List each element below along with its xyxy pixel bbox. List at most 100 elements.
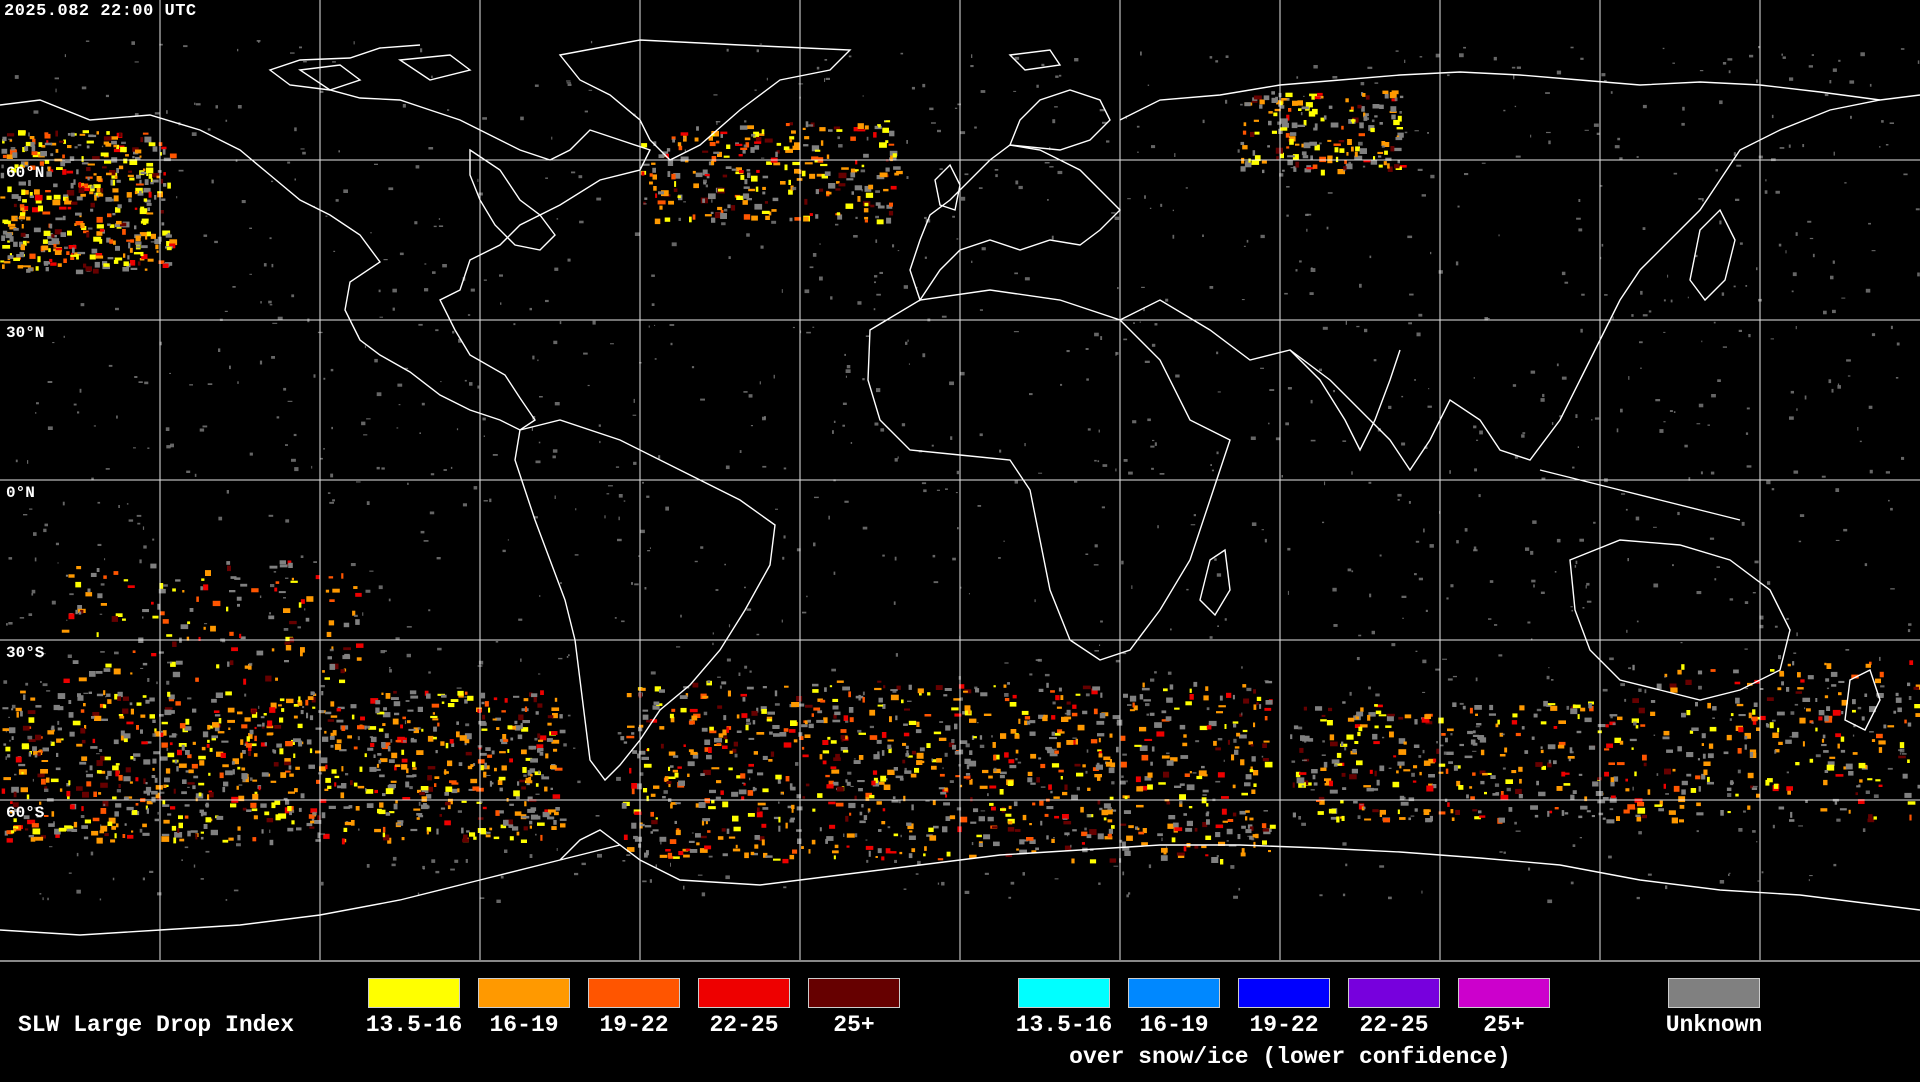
unknown-pixel <box>847 772 851 775</box>
unknown-pixel <box>895 557 897 561</box>
unknown-pixel <box>1018 762 1021 764</box>
unknown-pixel <box>483 418 486 421</box>
cloud-pixel <box>918 688 924 693</box>
unknown-pixel <box>43 529 46 532</box>
unknown-pixel <box>294 127 297 131</box>
unknown-pixel <box>1175 375 1179 378</box>
cloud-pixel <box>97 131 100 134</box>
cloud-pixel <box>797 839 801 845</box>
unknown-pixel <box>1849 80 1854 83</box>
cloud-pixel <box>801 724 808 727</box>
cloud-pixel <box>836 129 842 132</box>
cloud-pixel <box>869 710 875 716</box>
cloud-pixel <box>97 632 99 637</box>
cloud-pixel <box>775 690 777 696</box>
unknown-pixel <box>420 48 422 52</box>
unknown-pixel <box>1288 591 1289 595</box>
cloud-pixel <box>1349 774 1357 779</box>
cloud-pixel <box>1298 108 1302 111</box>
cloud-pixel <box>1767 697 1774 701</box>
cloud-pixel <box>1580 708 1585 712</box>
cloud-pixel <box>909 836 916 841</box>
cloud-pixel <box>172 588 176 591</box>
cloud-pixel <box>74 822 77 828</box>
cloud-pixel <box>440 814 443 817</box>
cloud-pixel <box>1330 734 1334 740</box>
unknown-pixel <box>1416 651 1418 652</box>
unknown-pixel <box>203 426 208 428</box>
cloud-pixel <box>696 842 699 845</box>
cloud-pixel <box>140 156 142 158</box>
unknown-pixel <box>1170 629 1172 631</box>
cloud-pixel <box>225 691 232 695</box>
cloud-pixel <box>1864 694 1867 698</box>
unknown-pixel <box>1720 880 1724 884</box>
cloud-pixel <box>360 717 365 721</box>
unknown-pixel <box>1374 359 1377 361</box>
unknown-pixel <box>1224 760 1225 762</box>
cloud-pixel <box>1040 764 1045 768</box>
cloud-pixel <box>432 704 439 708</box>
unknown-pixel <box>424 263 426 264</box>
cloud-pixel <box>44 815 49 817</box>
unknown-pixel <box>1610 715 1612 718</box>
cloud-pixel <box>817 710 822 713</box>
unknown-pixel <box>698 875 703 876</box>
cloud-pixel <box>718 836 724 840</box>
cloud-pixel <box>1841 750 1845 753</box>
unknown-pixel <box>250 453 253 456</box>
cloud-pixel <box>495 810 499 816</box>
cloud-pixel <box>914 768 919 773</box>
unknown-pixel <box>1479 494 1481 497</box>
unknown-pixel <box>1049 166 1053 167</box>
unknown-pixel <box>272 323 277 324</box>
cloud-pixel <box>76 254 79 259</box>
cloud-pixel <box>1686 710 1690 715</box>
cloud-pixel <box>291 820 294 824</box>
cloud-pixel <box>185 816 189 819</box>
cloud-pixel <box>1754 703 1758 708</box>
unknown-pixel <box>1311 440 1316 442</box>
cloud-pixel <box>894 767 898 771</box>
cloud-pixel <box>845 816 848 822</box>
unknown-pixel <box>931 122 936 123</box>
unknown-pixel <box>471 289 475 292</box>
cloud-pixel <box>1262 823 1266 828</box>
unknown-pixel <box>651 671 656 674</box>
cloud-pixel <box>1076 739 1078 745</box>
cloud-pixel <box>465 692 468 695</box>
cloud-pixel <box>1592 815 1595 817</box>
cloud-pixel <box>355 619 360 625</box>
cloud-pixel <box>246 809 251 812</box>
unknown-pixel <box>405 720 406 724</box>
unknown-pixel <box>530 854 533 858</box>
cloud-pixel <box>187 621 190 624</box>
unknown-pixel <box>901 53 904 55</box>
unknown-pixel <box>1094 564 1099 565</box>
cloud-pixel <box>196 597 199 602</box>
cloud-pixel <box>139 191 142 194</box>
cloud-pixel <box>763 756 768 760</box>
cloud-pixel <box>1111 825 1115 829</box>
unknown-pixel <box>676 646 680 647</box>
unknown-pixel <box>917 861 921 865</box>
cloud-pixel <box>1078 725 1085 731</box>
unknown-pixel <box>351 563 356 566</box>
unknown-pixel <box>25 683 28 686</box>
cloud-pixel <box>402 797 410 800</box>
unknown-pixel <box>854 758 856 759</box>
cloud-pixel <box>509 804 514 806</box>
cloud-pixel <box>890 851 897 853</box>
cloud-pixel <box>763 176 769 179</box>
cloud-pixel <box>44 261 48 266</box>
cloud-pixel <box>1632 698 1639 703</box>
unknown-pixel <box>1319 369 1322 372</box>
cloud-pixel <box>131 709 134 715</box>
cloud-pixel <box>82 162 89 164</box>
unknown-pixel <box>1106 140 1109 142</box>
unknown-pixel <box>1215 60 1218 62</box>
cloud-pixel <box>278 704 282 706</box>
cloud-pixel <box>1838 681 1844 683</box>
cloud-pixel <box>761 824 766 828</box>
cloud-pixel <box>500 739 503 742</box>
